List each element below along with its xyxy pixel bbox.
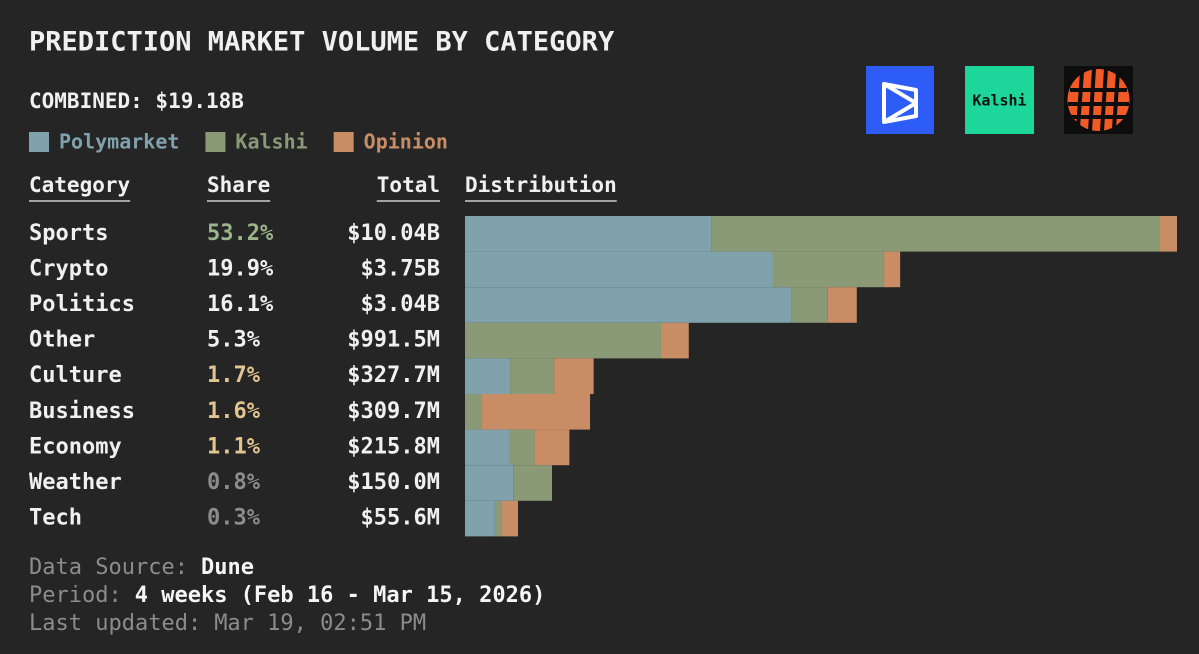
bar-segment <box>465 500 495 537</box>
bar-segment <box>494 500 502 537</box>
category-label: Crypto <box>29 256 108 281</box>
bar-segment <box>827 287 857 323</box>
logo-kalshi-text: Kalshi <box>972 92 1026 110</box>
bar-segment <box>1159 216 1177 252</box>
footer-label: Data Source: <box>29 555 188 580</box>
footer-label: Last updated: <box>29 611 201 636</box>
bar-segment <box>501 500 518 537</box>
total-label: $10.04B <box>347 221 440 246</box>
bar-segment <box>465 429 510 466</box>
footer-value: Mar 19, 02:51 PM <box>214 611 426 636</box>
share-label: 0.8% <box>207 470 261 495</box>
total-label: $55.6M <box>361 506 440 531</box>
share-label: 53.2% <box>207 221 274 246</box>
bar-segment <box>711 216 1160 252</box>
bar-segment <box>465 287 792 323</box>
total-label: $215.8M <box>347 434 440 459</box>
category-label: Politics <box>29 292 135 317</box>
share-label: 19.9% <box>207 256 274 281</box>
chart-title: PREDICTION MARKET VOLUME BY CATEGORY <box>29 27 615 58</box>
legend-swatch <box>205 132 226 152</box>
bar-segment <box>660 322 689 359</box>
legend-label: Polymarket <box>59 130 179 154</box>
bar-segment <box>465 251 773 288</box>
legend-label: Kalshi <box>235 130 307 154</box>
bar-segment <box>534 429 570 466</box>
legend-label: Opinion <box>364 130 448 154</box>
category-label: Weather <box>29 470 122 495</box>
bar-segment <box>465 216 712 252</box>
combined: COMBINED: $19.18B <box>29 89 244 113</box>
bar-segment <box>883 251 901 288</box>
total-label: $3.75B <box>361 256 440 281</box>
bar-segment <box>465 358 511 394</box>
logo-opinion <box>1064 66 1133 134</box>
share-label: 16.1% <box>207 292 274 317</box>
bar-segment <box>465 322 661 359</box>
column-header: Total <box>377 173 440 197</box>
legend-swatch <box>333 132 354 152</box>
legend-swatch <box>29 132 49 152</box>
total-label: $309.7M <box>347 399 440 424</box>
category-label: Culture <box>29 363 122 388</box>
bar-segment <box>465 394 482 430</box>
share-label: 1.1% <box>207 434 261 459</box>
bar-segment <box>513 465 553 501</box>
bar-segment <box>465 465 514 501</box>
category-label: Business <box>29 399 135 424</box>
share-label: 1.6% <box>207 399 261 424</box>
column-header: Category <box>29 173 131 197</box>
column-header: Distribution <box>465 173 617 197</box>
share-label: 1.7% <box>207 363 261 388</box>
bar-segment <box>554 358 594 394</box>
bar-segment <box>481 394 591 430</box>
total-label: $991.5M <box>347 328 440 353</box>
logo-kalshi: Kalshi <box>965 66 1034 134</box>
total-label: $150.0M <box>347 470 440 495</box>
bar-segment <box>509 429 535 466</box>
category-label: Sports <box>29 221 108 246</box>
total-label: $3.04B <box>361 292 440 317</box>
category-label: Tech <box>29 506 82 531</box>
category-label: Economy <box>29 434 122 459</box>
footer-value: 4 weeks (Feb 16 - Mar 15, 2026) <box>135 583 546 608</box>
share-label: 5.3% <box>207 328 261 353</box>
bar-segment <box>510 358 555 394</box>
footer-value: Dune <box>201 555 254 580</box>
total-label: $327.7M <box>347 363 440 388</box>
share-label: 0.3% <box>207 506 261 531</box>
bar-segment <box>772 251 884 288</box>
footer-label: Period: <box>29 583 122 608</box>
bar-segment <box>791 287 828 323</box>
column-header: Share <box>207 173 270 197</box>
category-label: Other <box>29 328 95 353</box>
logo-polymarket <box>866 66 934 134</box>
